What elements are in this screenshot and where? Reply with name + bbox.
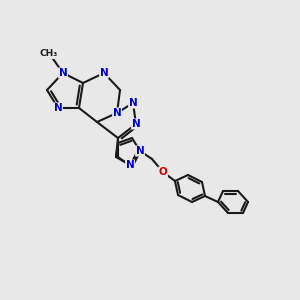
Text: N: N: [112, 108, 122, 118]
Text: N: N: [129, 98, 137, 108]
Text: N: N: [58, 68, 68, 78]
Text: N: N: [136, 146, 144, 156]
Text: CH₃: CH₃: [40, 50, 58, 58]
Text: N: N: [126, 160, 134, 170]
Text: N: N: [54, 103, 62, 113]
Text: N: N: [132, 119, 140, 129]
Text: O: O: [159, 167, 167, 177]
Text: N: N: [100, 68, 108, 78]
